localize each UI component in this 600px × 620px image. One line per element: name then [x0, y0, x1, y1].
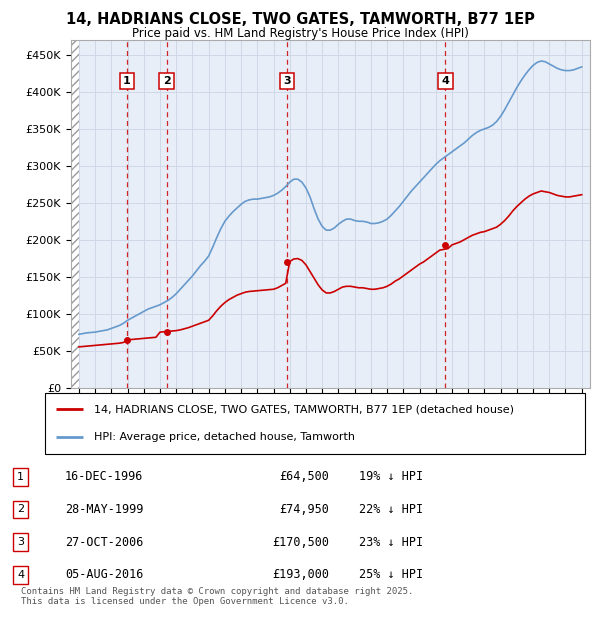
Text: 14, HADRIANS CLOSE, TWO GATES, TAMWORTH, B77 1EP: 14, HADRIANS CLOSE, TWO GATES, TAMWORTH,…	[65, 12, 535, 27]
Text: 3: 3	[17, 537, 24, 547]
Point	[282, 257, 292, 267]
Text: £64,500: £64,500	[280, 470, 329, 483]
Text: 4: 4	[442, 76, 449, 86]
Text: 2: 2	[163, 76, 170, 86]
Text: 27-OCT-2006: 27-OCT-2006	[65, 536, 143, 549]
Text: 19% ↓ HPI: 19% ↓ HPI	[359, 470, 423, 483]
Text: £170,500: £170,500	[272, 536, 329, 549]
Text: 2: 2	[17, 505, 24, 515]
Text: £193,000: £193,000	[272, 569, 329, 582]
Text: 25% ↓ HPI: 25% ↓ HPI	[359, 569, 423, 582]
Text: HPI: Average price, detached house, Tamworth: HPI: Average price, detached house, Tamw…	[94, 432, 355, 443]
Text: 1: 1	[123, 76, 131, 86]
Text: Price paid vs. HM Land Registry's House Price Index (HPI): Price paid vs. HM Land Registry's House …	[131, 27, 469, 40]
Text: 28-MAY-1999: 28-MAY-1999	[65, 503, 143, 516]
Text: 1: 1	[17, 472, 24, 482]
Text: 16-DEC-1996: 16-DEC-1996	[65, 470, 143, 483]
Text: Contains HM Land Registry data © Crown copyright and database right 2025.
This d: Contains HM Land Registry data © Crown c…	[21, 587, 413, 606]
Point	[162, 327, 172, 337]
Text: 4: 4	[17, 570, 24, 580]
Bar	[71, 40, 79, 388]
Text: 22% ↓ HPI: 22% ↓ HPI	[359, 503, 423, 516]
Text: £74,950: £74,950	[280, 503, 329, 516]
Point	[440, 240, 450, 250]
Text: 14, HADRIANS CLOSE, TWO GATES, TAMWORTH, B77 1EP (detached house): 14, HADRIANS CLOSE, TWO GATES, TAMWORTH,…	[94, 404, 514, 415]
Text: 3: 3	[283, 76, 290, 86]
Text: 23% ↓ HPI: 23% ↓ HPI	[359, 536, 423, 549]
Text: 05-AUG-2016: 05-AUG-2016	[65, 569, 143, 582]
Point	[122, 335, 132, 345]
